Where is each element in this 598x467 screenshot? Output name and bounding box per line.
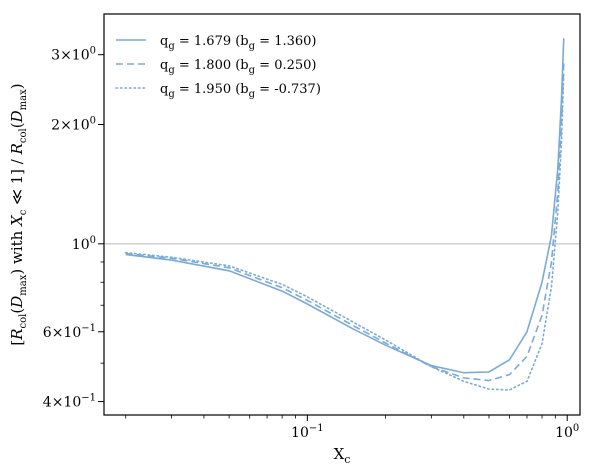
legend-label-3: qg = 1.950 (bg = -0.737) [160, 82, 321, 100]
legend-label-1: qg = 1.679 (bg = 1.360) [160, 34, 317, 52]
y-tick-label: 100 [72, 235, 96, 253]
series-line-3 [124, 72, 565, 391]
y-tick-label: 3×100 [51, 46, 96, 64]
y-tick-label: 2×100 [51, 116, 96, 134]
y-tick-label: 4×10−1 [43, 393, 96, 411]
series-line-1 [125, 38, 565, 374]
series-line-2 [125, 63, 565, 382]
axes: 10−1 100 4×10−1 6×10−1 100 2×100 3×100 [43, 46, 580, 441]
y-axis-label: [Rcol(Dmax) with Xc ≪ 1] / Rcol(Dmax) [8, 83, 29, 345]
x-axis-label: Xc [334, 445, 351, 466]
x-tick-label: 100 [555, 423, 579, 441]
y-tick-label: 6×10−1 [43, 323, 96, 341]
legend: qg = 1.679 (bg = 1.360) qg = 1.800 (bg = … [115, 34, 321, 100]
plot-frame [103, 13, 581, 416]
legend-label-2: qg = 1.800 (bg = 0.250) [160, 58, 317, 76]
x-tick-label: 10−1 [291, 423, 324, 441]
plot-area [104, 38, 580, 391]
